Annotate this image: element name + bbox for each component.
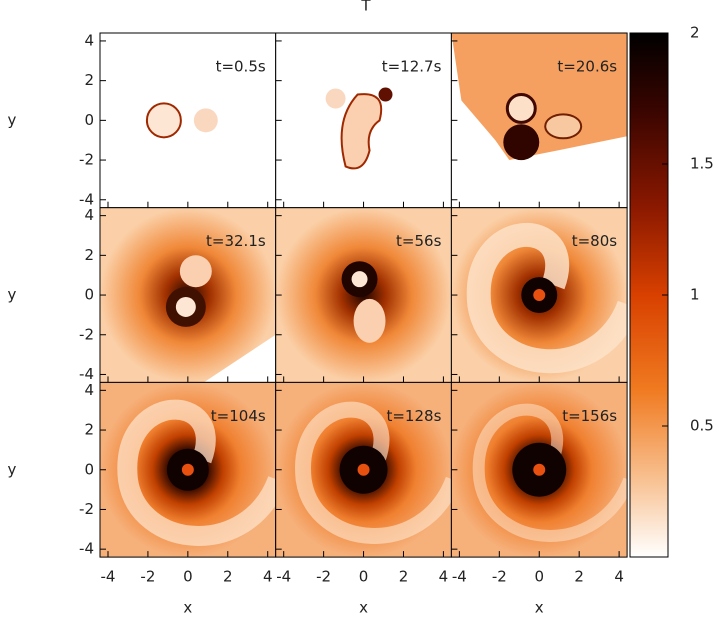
y-axis-label: y — [8, 460, 17, 478]
star — [175, 296, 196, 317]
y-tick-label: 2 — [84, 421, 94, 439]
panel-label: t=32.1s — [206, 232, 266, 250]
x-tick-label: 4 — [614, 568, 624, 586]
panel-label: t=56s — [396, 232, 442, 250]
star — [505, 92, 537, 124]
y-tick-label: 4 — [84, 31, 94, 49]
void — [203, 334, 276, 383]
y-tick-label: 0 — [84, 111, 94, 129]
center — [181, 463, 194, 476]
star — [378, 87, 393, 102]
y-tick-label: -4 — [79, 190, 94, 208]
x-tick-label: 2 — [574, 568, 584, 586]
colorbar-tick-label: 2 — [690, 24, 700, 42]
center — [357, 463, 370, 476]
panel — [451, 207, 628, 383]
spiral-arm — [295, 401, 452, 544]
panel-label: t=104s — [211, 407, 266, 425]
panel-label: t=20.6s — [557, 58, 617, 76]
x-tick-label: 0 — [534, 568, 544, 586]
star — [179, 255, 212, 288]
y-tick-label: 0 — [84, 286, 94, 304]
star — [325, 88, 346, 109]
colorbar-tick-label: 1 — [690, 286, 700, 304]
x-tick-label: 0 — [183, 568, 193, 586]
colorbar-label: T — [360, 0, 371, 15]
y-tick-label: -2 — [79, 151, 94, 169]
x-tick-label: 0 — [359, 568, 369, 586]
panel-label: t=156s — [562, 407, 617, 425]
spiral-arm — [472, 403, 628, 542]
star — [193, 108, 218, 133]
panel — [275, 207, 452, 383]
center — [533, 289, 546, 302]
x-tick-label: -2 — [140, 568, 155, 586]
panel-bg — [100, 33, 276, 208]
y-tick-label: 4 — [84, 381, 94, 399]
panel — [451, 33, 628, 208]
panel — [275, 382, 452, 558]
spiral-arm — [117, 399, 276, 546]
colorbar — [629, 32, 669, 558]
center — [533, 463, 546, 476]
colorbar-tick-label: 0.5 — [690, 417, 714, 435]
x-tick-label: -4 — [452, 568, 467, 586]
y-axis-label: y — [8, 286, 17, 304]
x-axis-label: x — [183, 599, 192, 617]
y-tick-label: -2 — [79, 500, 94, 518]
envelope — [451, 33, 628, 161]
star — [351, 271, 368, 288]
panel — [100, 33, 276, 208]
y-tick-label: 2 — [84, 71, 94, 89]
x-tick-label: -4 — [101, 568, 116, 586]
x-axis-label: x — [535, 599, 544, 617]
x-tick-label: -2 — [316, 568, 331, 586]
x-tick-label: 4 — [439, 568, 449, 586]
star — [145, 102, 182, 139]
y-tick-label: 2 — [84, 246, 94, 264]
x-tick-label: -2 — [492, 568, 507, 586]
panel-label: t=128s — [386, 407, 441, 425]
y-tick-label: -2 — [79, 325, 94, 343]
colorbar-tick-label: 1.5 — [690, 155, 714, 173]
core — [503, 124, 540, 161]
y-tick-label: 4 — [84, 206, 94, 224]
star — [544, 113, 583, 140]
panel-label: t=12.7s — [382, 58, 442, 76]
spiral-arm — [466, 222, 628, 374]
x-tick-label: 2 — [399, 568, 409, 586]
star — [353, 298, 386, 343]
star — [340, 93, 383, 170]
y-tick-label: -4 — [79, 365, 94, 383]
x-axis-label: x — [359, 599, 368, 617]
y-tick-label: -4 — [79, 540, 94, 558]
x-tick-label: 2 — [223, 568, 233, 586]
panel — [100, 382, 276, 558]
panel-label: t=80s — [572, 232, 618, 250]
y-axis-label: y — [8, 111, 17, 129]
panel-label: t=0.5s — [216, 58, 266, 76]
panel — [275, 33, 452, 208]
y-tick-label: 0 — [84, 460, 94, 478]
x-tick-label: -4 — [276, 568, 291, 586]
panel — [451, 382, 628, 558]
x-tick-label: 4 — [263, 568, 273, 586]
panel — [100, 207, 276, 383]
